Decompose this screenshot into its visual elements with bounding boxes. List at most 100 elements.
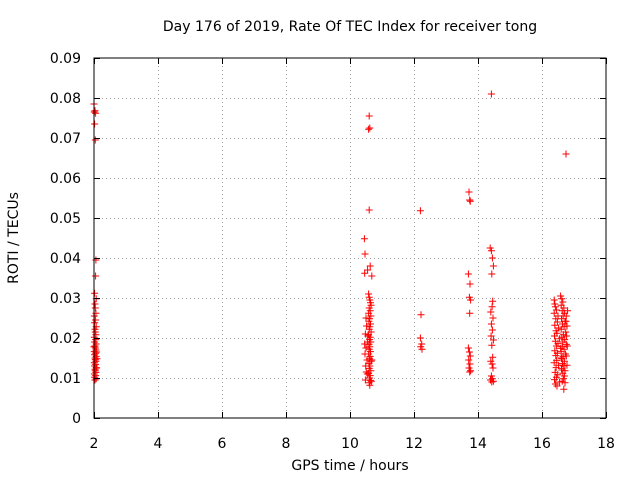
data-point xyxy=(361,269,369,277)
data-point xyxy=(487,90,495,98)
data-point xyxy=(563,342,571,350)
data-point xyxy=(487,332,495,340)
data-point xyxy=(92,256,100,264)
data-point xyxy=(558,295,566,303)
x-tick-label: 4 xyxy=(154,436,163,452)
data-point xyxy=(366,262,374,270)
data-point xyxy=(92,349,100,357)
data-point xyxy=(466,368,474,376)
x-tick-label: 6 xyxy=(218,436,227,452)
data-point xyxy=(489,364,497,372)
data-point xyxy=(550,359,558,367)
data-point xyxy=(563,332,571,340)
data-point xyxy=(551,321,559,329)
x-tick-label: 16 xyxy=(533,436,551,452)
data-point xyxy=(557,348,565,356)
y-tick-label: 0.03 xyxy=(50,291,81,307)
data-point xyxy=(464,270,472,278)
y-tick-label: 0.09 xyxy=(50,51,81,67)
data-point xyxy=(488,378,496,386)
grid-lines xyxy=(94,58,606,418)
data-point xyxy=(562,150,570,158)
data-point xyxy=(488,303,496,311)
chart-title: Day 176 of 2019, Rate Of TEC Index for r… xyxy=(163,19,537,35)
data-point xyxy=(467,367,475,375)
data-point xyxy=(91,376,99,384)
data-point xyxy=(488,254,496,262)
x-tick-label: 10 xyxy=(341,436,359,452)
data-point xyxy=(487,247,495,255)
data-point xyxy=(93,355,101,363)
data-point xyxy=(92,272,100,280)
data-point xyxy=(360,235,368,243)
x-tick-label: 18 xyxy=(597,436,615,452)
data-point xyxy=(465,188,473,196)
data-point xyxy=(488,360,496,368)
data-point xyxy=(557,344,565,352)
y-tick-labels: 0 0.01 0.02 0.03 0.04 0.05 0.06 0.07 0.08 0.09 xyxy=(50,51,81,427)
y-tick-label: 0.04 xyxy=(50,251,81,267)
data-point xyxy=(365,206,373,214)
data-point xyxy=(550,309,558,317)
y-tick-label: 0.08 xyxy=(50,91,81,107)
data-point xyxy=(465,348,473,356)
data-point xyxy=(487,308,495,316)
x-tick-label: 12 xyxy=(405,436,423,452)
data-point xyxy=(561,379,569,387)
y-tick-label: 0.07 xyxy=(50,131,81,147)
data-point xyxy=(366,381,374,389)
data-point xyxy=(366,124,374,132)
y-tick-label: 0.05 xyxy=(50,211,81,227)
data-point xyxy=(91,304,99,312)
data-point xyxy=(488,326,496,334)
x-tick-label: 14 xyxy=(469,436,487,452)
data-points xyxy=(90,90,572,393)
data-point xyxy=(465,356,473,364)
data-point xyxy=(368,272,376,280)
data-point xyxy=(553,382,561,390)
data-point xyxy=(466,352,474,360)
data-point xyxy=(416,334,424,342)
x-axis-label: GPS time / hours xyxy=(291,458,408,474)
data-point xyxy=(550,296,558,304)
data-point xyxy=(466,197,474,205)
data-point xyxy=(488,270,496,278)
data-point xyxy=(489,297,497,305)
data-point xyxy=(557,325,565,333)
data-point xyxy=(417,311,425,319)
data-point xyxy=(91,319,99,327)
data-point xyxy=(489,377,497,385)
data-point xyxy=(563,361,571,369)
data-point xyxy=(364,332,372,340)
data-point xyxy=(562,340,570,348)
data-point xyxy=(551,332,558,340)
data-point xyxy=(563,322,571,330)
data-point xyxy=(92,372,100,380)
y-tick-label: 0 xyxy=(72,411,81,427)
data-point xyxy=(562,317,570,325)
data-point xyxy=(91,289,99,297)
data-point xyxy=(368,356,376,364)
data-point xyxy=(91,136,99,144)
data-point xyxy=(489,353,497,361)
data-point xyxy=(466,309,474,317)
data-point xyxy=(467,296,475,304)
data-point xyxy=(560,385,568,393)
data-point xyxy=(489,262,497,270)
data-point xyxy=(91,120,99,128)
data-point xyxy=(466,196,474,204)
data-point xyxy=(552,352,560,360)
data-point xyxy=(564,307,572,315)
data-point xyxy=(367,377,375,385)
data-point xyxy=(489,314,497,322)
data-point xyxy=(466,280,474,288)
data-point xyxy=(552,342,560,350)
data-point xyxy=(364,266,372,274)
y-tick-label: 0.06 xyxy=(50,171,81,187)
axis-ticks xyxy=(94,58,607,419)
x-tick-labels: 2 4 6 8 10 12 14 16 18 xyxy=(90,436,615,452)
data-point xyxy=(365,112,373,120)
data-point xyxy=(488,341,496,349)
data-point xyxy=(362,314,370,322)
